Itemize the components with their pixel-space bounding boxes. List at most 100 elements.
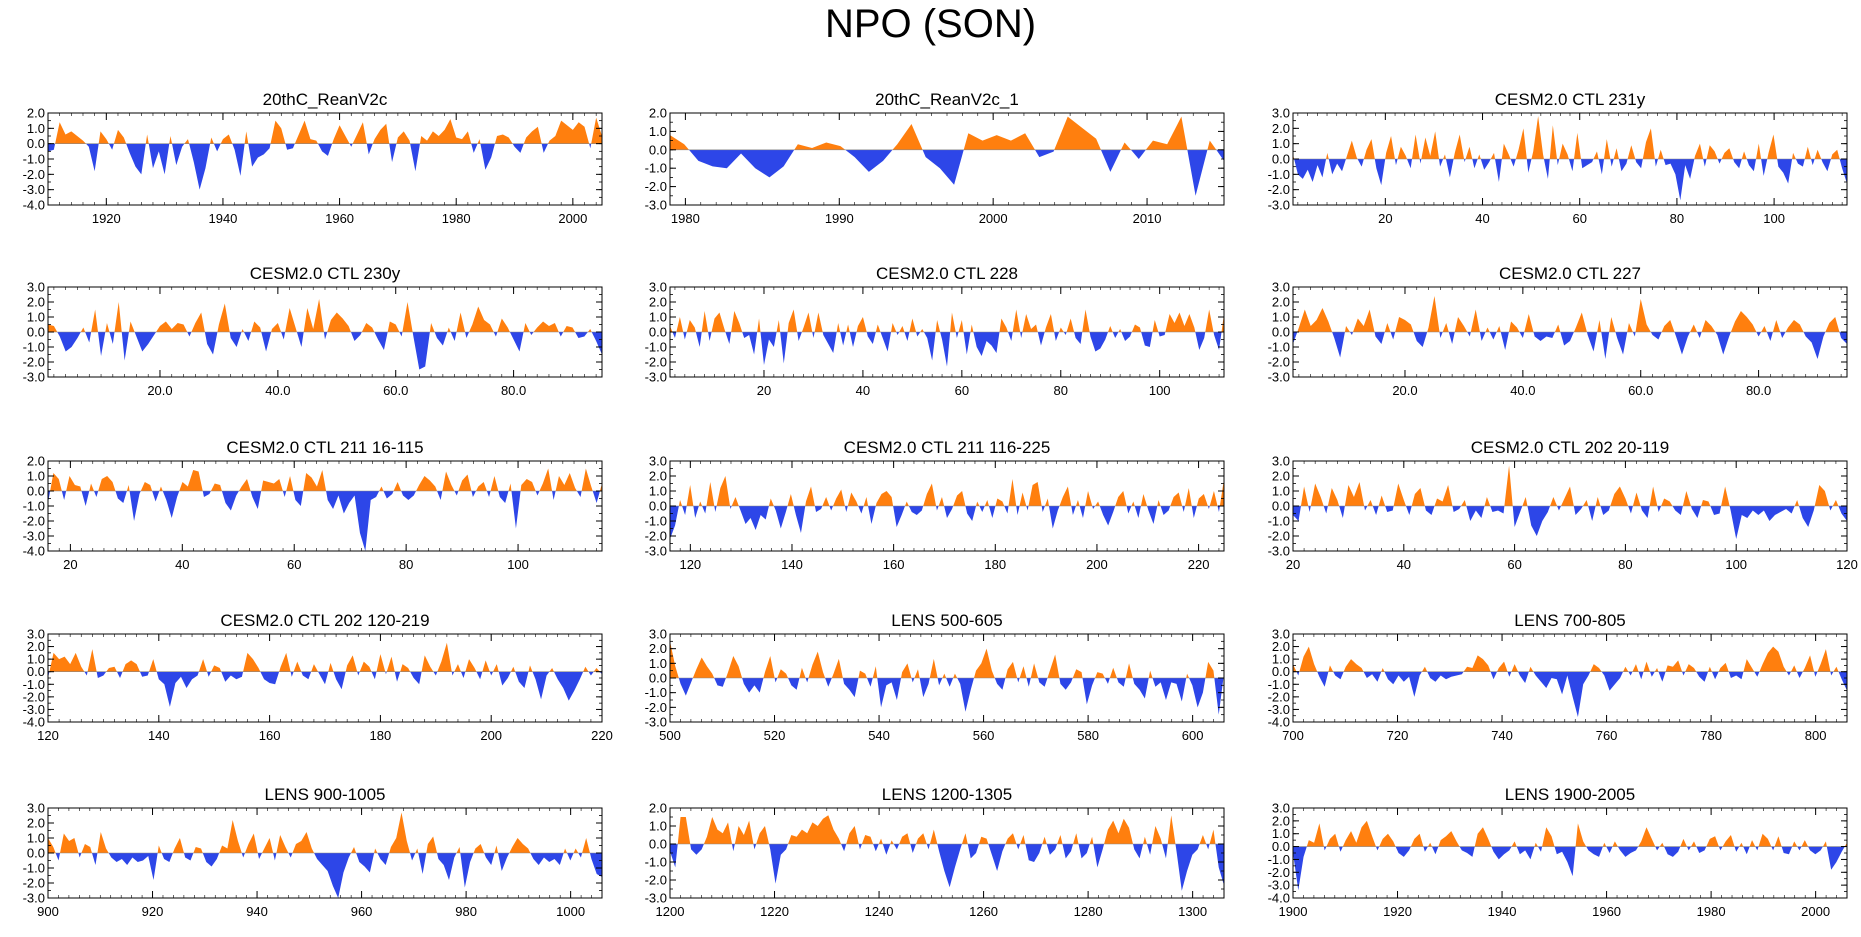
y-tick-label: -2.0: [23, 167, 45, 182]
panel-title: LENS 1200-1305: [882, 785, 1012, 804]
y-tick-label: -3.0: [23, 370, 45, 385]
y-tick-label: 3.0: [27, 801, 45, 816]
positive-area: [670, 815, 1224, 844]
positive-area: [1293, 296, 1847, 332]
y-tick-label: 1.0: [27, 831, 45, 846]
y-tick-label: -1.0: [1268, 514, 1290, 529]
y-tick-label: -2.0: [1268, 355, 1290, 370]
positive-area: [48, 299, 602, 332]
y-tick-label: -1.0: [23, 499, 45, 514]
y-tick-label: -3.0: [1268, 878, 1290, 893]
negative-area: [1293, 506, 1847, 539]
y-tick-label: 0.0: [1272, 499, 1290, 514]
y-tick-label: -3.0: [645, 198, 667, 213]
y-tick-label: -1.0: [645, 855, 667, 870]
x-tick-label: 1260: [969, 904, 998, 919]
positive-area: [670, 116, 1224, 150]
y-tick-label: -2.0: [1268, 865, 1290, 880]
y-tick-label: -1.0: [645, 161, 667, 176]
y-tick-label: -3.0: [23, 529, 45, 544]
positive-area: [1293, 820, 1847, 847]
negative-area: [1293, 671, 1847, 717]
x-tick-label: 1220: [760, 904, 789, 919]
x-tick-label: 600: [1182, 728, 1204, 743]
y-tick-label: 3.0: [1272, 280, 1290, 295]
x-tick-label: 120: [37, 728, 59, 743]
x-tick-label: 200: [480, 728, 502, 743]
y-tick-label: 0.0: [27, 484, 45, 499]
y-tick-label: 0.0: [649, 837, 667, 852]
y-tick-label: -2.0: [645, 700, 667, 715]
x-tick-label: 700: [1282, 728, 1304, 743]
y-tick-label: 0.0: [1272, 152, 1290, 167]
x-tick-label: 180: [984, 557, 1006, 572]
x-tick-label: 60: [1572, 211, 1586, 226]
x-tick-label: 760: [1596, 728, 1618, 743]
y-tick-label: -2.0: [23, 876, 45, 891]
y-tick-label: 3.0: [1272, 801, 1290, 816]
panel-title: CESM2.0 CTL 202 120-219: [220, 611, 429, 630]
x-tick-label: 60: [1507, 557, 1521, 572]
y-tick-label: 0.0: [27, 325, 45, 340]
y-tick-label: 0.0: [649, 671, 667, 686]
x-tick-label: 920: [142, 904, 164, 919]
x-tick-label: 60: [287, 557, 301, 572]
y-tick-label: -1.0: [645, 340, 667, 355]
y-tick-label: 3.0: [27, 627, 45, 642]
x-tick-label: 220: [1188, 557, 1210, 572]
y-tick-label: -2.0: [1268, 182, 1290, 197]
y-tick-label: -3.0: [645, 891, 667, 906]
x-tick-label: 80: [1054, 383, 1068, 398]
y-tick-label: -2.0: [645, 355, 667, 370]
y-tick-label: 2.0: [1272, 295, 1290, 310]
positive-area: [48, 812, 602, 853]
x-tick-label: 80: [399, 557, 413, 572]
y-tick-label: 2.0: [27, 816, 45, 831]
panel-title: CESM2.0 CTL 211 16-115: [226, 438, 423, 457]
y-tick-label: 1.0: [1272, 136, 1290, 151]
y-tick-label: 3.0: [1272, 106, 1290, 121]
y-tick-label: 0.0: [649, 325, 667, 340]
x-tick-label: 1920: [92, 211, 121, 226]
panel-title: LENS 500-605: [891, 611, 1003, 630]
negative-area: [48, 853, 602, 898]
y-tick-label: -3.0: [23, 702, 45, 717]
panel-title: LENS 900-1005: [265, 785, 386, 804]
x-tick-label: 1280: [1074, 904, 1103, 919]
negative-area: [670, 149, 1224, 196]
x-tick-label: 1990: [825, 211, 854, 226]
negative-area: [48, 143, 602, 190]
y-tick-label: -3.0: [1268, 370, 1290, 385]
y-tick-label: 3.0: [649, 627, 667, 642]
main-title: NPO (SON): [824, 2, 1037, 46]
x-tick-label: 2000: [1801, 904, 1830, 919]
x-tick-label: 1300: [1178, 904, 1207, 919]
negative-area: [48, 332, 602, 370]
y-tick-label: 2.0: [1272, 813, 1290, 828]
positive-area: [48, 117, 602, 144]
y-tick-label: -2.0: [1268, 689, 1290, 704]
x-tick-label: 40: [856, 383, 870, 398]
y-tick-label: -1.0: [23, 340, 45, 355]
positive-area: [670, 476, 1224, 506]
x-tick-label: 720: [1387, 728, 1409, 743]
x-tick-label: 2000: [979, 211, 1008, 226]
y-tick-label: 1.0: [27, 121, 45, 136]
y-tick-label: -2.0: [23, 355, 45, 370]
y-tick-label: 0.0: [1272, 325, 1290, 340]
x-tick-label: 1980: [671, 211, 700, 226]
x-tick-label: 60.0: [383, 383, 408, 398]
y-tick-label: 0.0: [27, 664, 45, 679]
x-tick-label: 20: [63, 557, 77, 572]
x-tick-label: 1940: [208, 211, 237, 226]
y-tick-label: 2.0: [1272, 121, 1290, 136]
x-tick-label: 2010: [1133, 211, 1162, 226]
x-tick-label: 160: [259, 728, 281, 743]
panel-title: CESM2.0 CTL 228: [876, 264, 1018, 283]
